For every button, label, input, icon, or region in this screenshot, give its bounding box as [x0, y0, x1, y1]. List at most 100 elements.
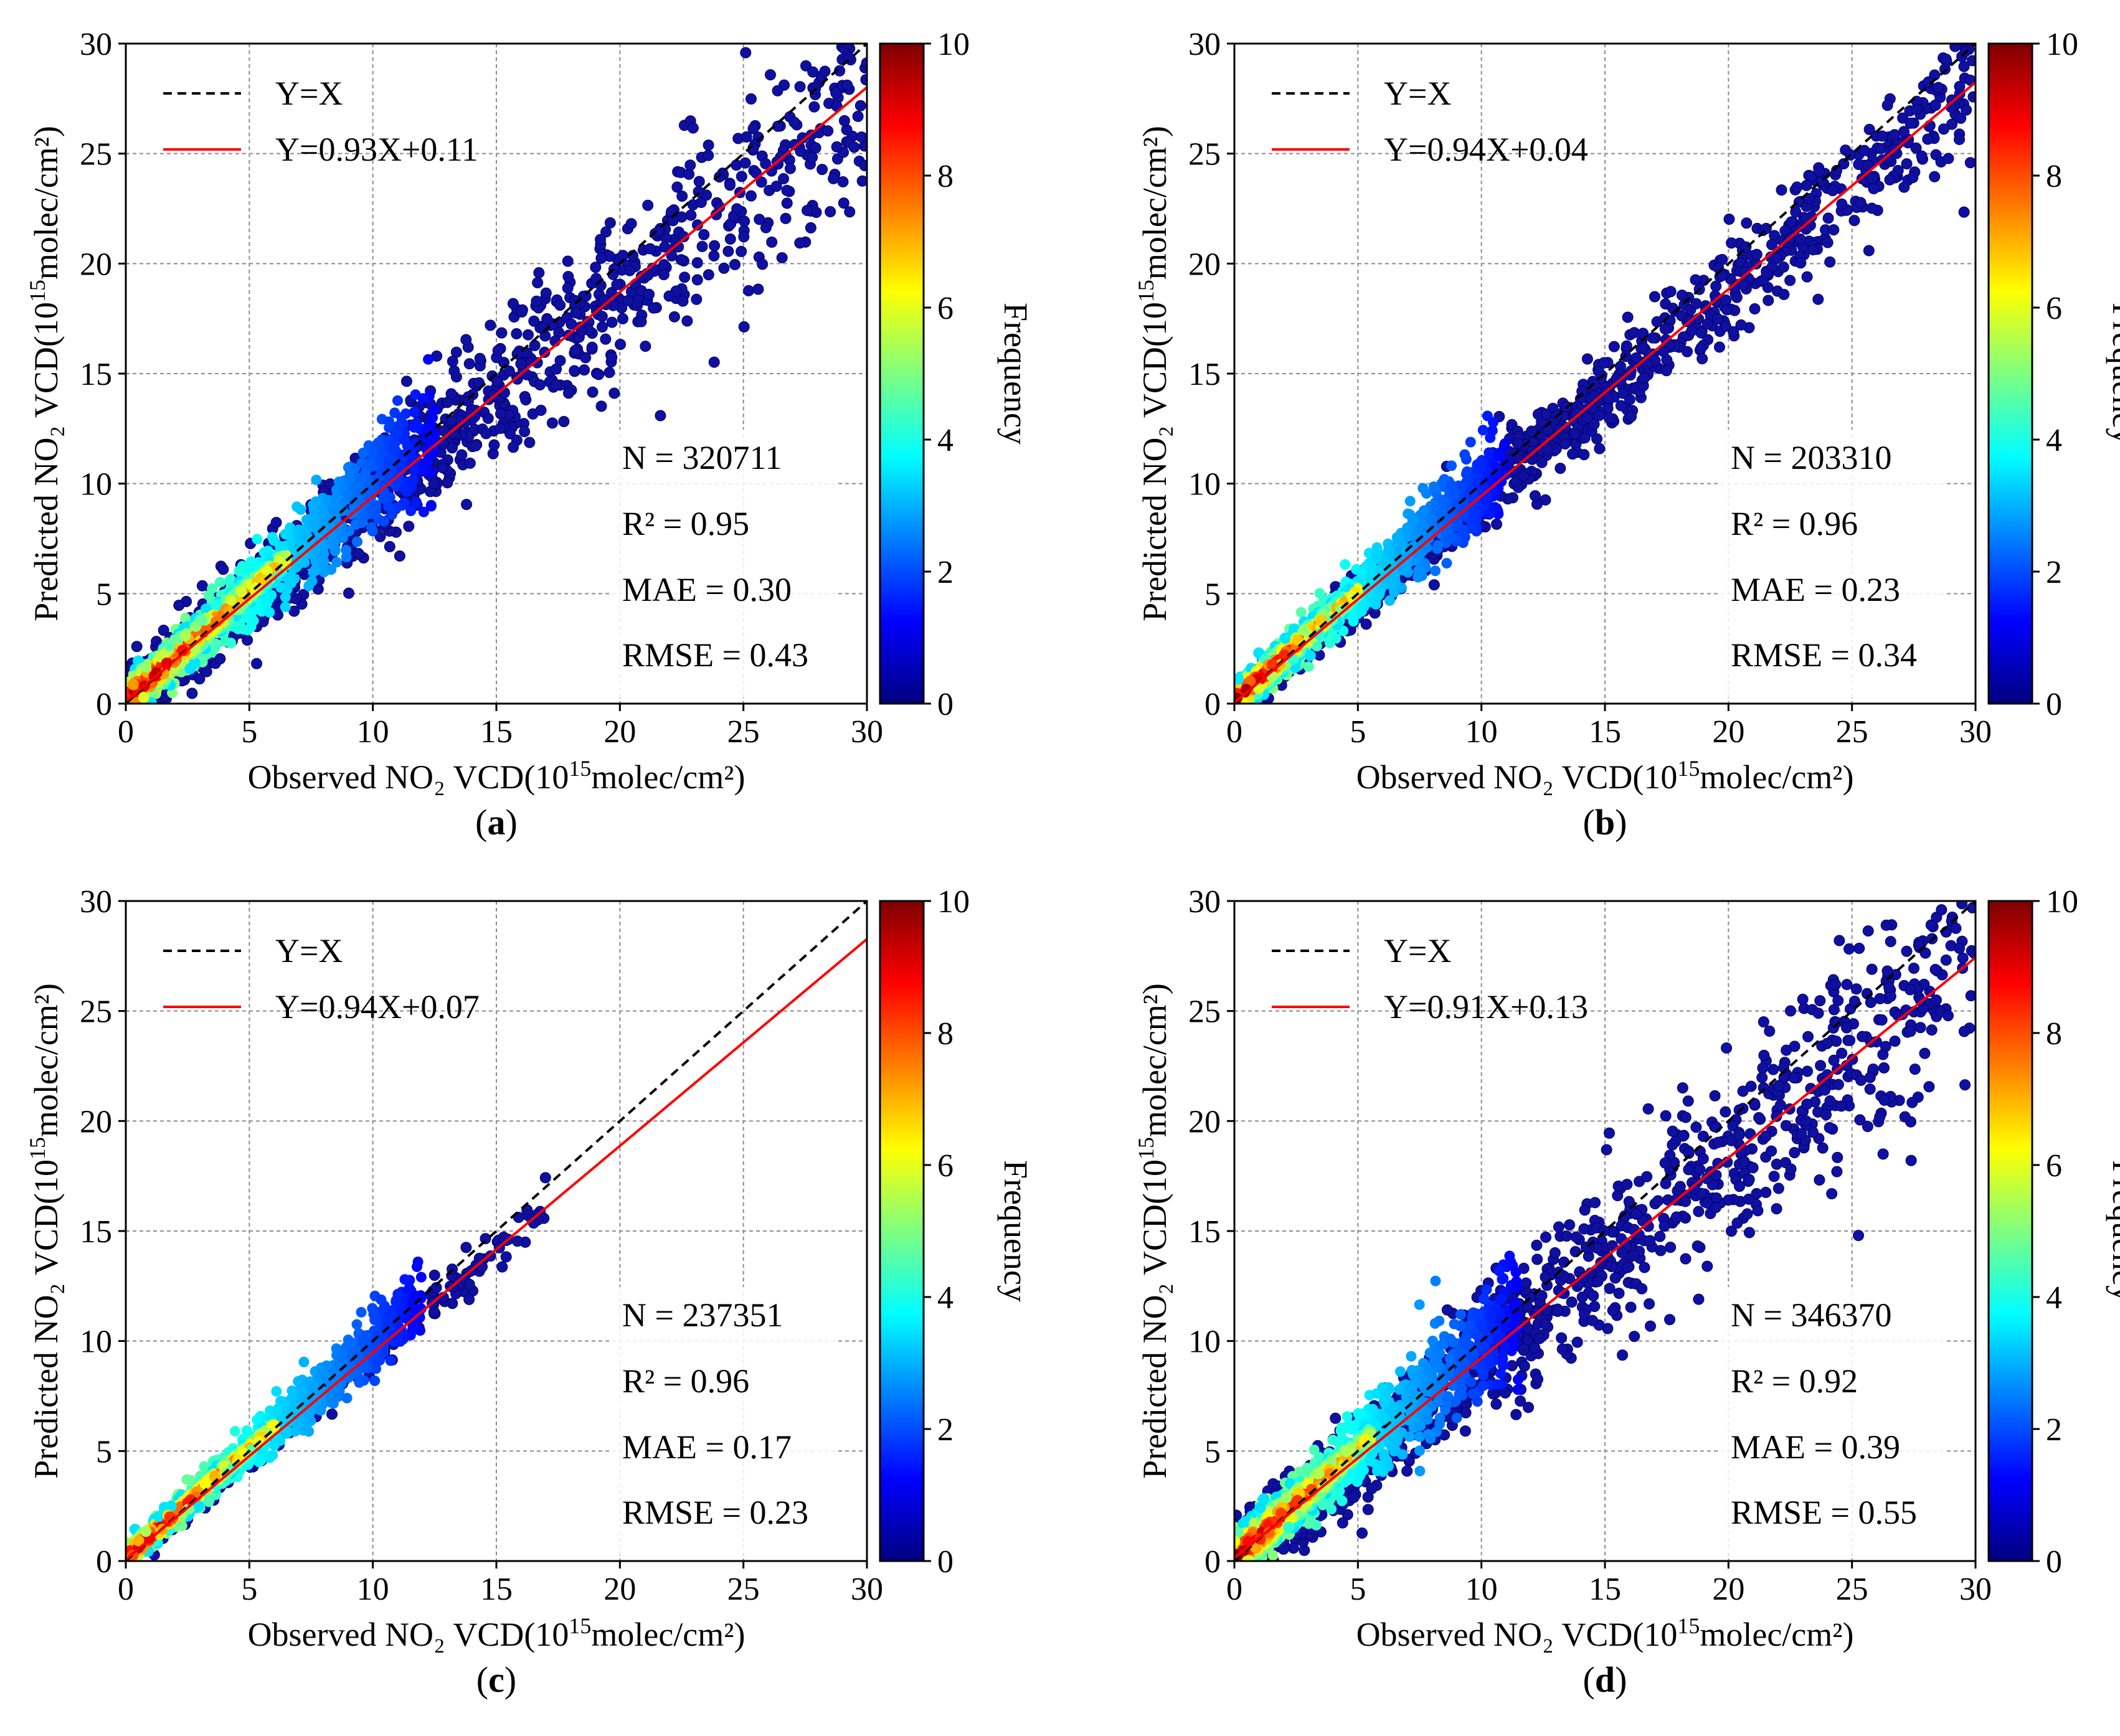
data-point — [703, 149, 714, 161]
data-point — [528, 315, 540, 327]
data-point — [173, 600, 185, 611]
x-tick-label: 20 — [603, 714, 636, 750]
data-point — [844, 206, 856, 218]
data-point — [739, 215, 750, 227]
data-point — [1922, 133, 1934, 145]
data-point — [1665, 286, 1677, 298]
data-point — [1649, 291, 1660, 303]
data-point — [411, 497, 422, 508]
data-point — [532, 277, 544, 289]
data-point — [1686, 325, 1698, 337]
data-point — [131, 641, 143, 653]
data-point — [708, 250, 720, 262]
data-point — [282, 584, 293, 595]
data-point — [1701, 318, 1713, 330]
y-tick-label: 0 — [96, 687, 112, 722]
data-point — [295, 504, 306, 515]
data-point — [696, 240, 708, 252]
data-point — [268, 535, 280, 546]
data-point — [595, 252, 607, 264]
data-point — [140, 661, 152, 673]
data-point — [1598, 357, 1610, 369]
data-point — [596, 311, 608, 323]
stat-r2: R² = 0.95 — [622, 505, 749, 542]
data-point — [1848, 215, 1860, 227]
data-point — [776, 252, 788, 263]
data-point — [257, 574, 268, 586]
data-point — [691, 219, 703, 231]
data-point — [653, 225, 665, 237]
y-tick-label: 25 — [80, 137, 112, 172]
data-point — [828, 172, 840, 184]
data-point — [622, 295, 634, 306]
data-point — [794, 81, 806, 93]
data-point — [1949, 44, 1961, 52]
data-point — [678, 231, 689, 243]
colorbar-gradient — [879, 42, 925, 705]
data-point — [308, 518, 319, 529]
data-point — [808, 101, 820, 113]
data-point — [1647, 332, 1659, 344]
data-point — [535, 404, 547, 416]
x-tick-label: 15 — [480, 714, 513, 750]
data-point — [722, 245, 734, 257]
data-point — [852, 110, 864, 122]
data-point — [519, 390, 531, 402]
data-point — [184, 663, 196, 675]
data-point — [357, 447, 369, 458]
data-point — [480, 428, 492, 440]
data-point — [180, 613, 191, 624]
data-point — [138, 692, 149, 704]
data-point — [724, 179, 736, 191]
data-point — [428, 448, 439, 460]
data-point — [703, 139, 714, 151]
y-tick-label: 30 — [80, 27, 112, 62]
data-point — [766, 236, 778, 248]
x-tick-label: 5 — [241, 714, 257, 750]
data-point — [1964, 157, 1976, 169]
data-point — [461, 499, 473, 511]
data-point — [1512, 437, 1523, 449]
data-point — [691, 293, 703, 305]
data-point — [1617, 387, 1629, 399]
data-point — [248, 615, 259, 626]
data-point — [1720, 320, 1731, 332]
data-point — [802, 204, 813, 216]
data-point — [384, 455, 395, 466]
data-point — [1630, 352, 1642, 364]
data-point — [838, 115, 850, 126]
data-point — [684, 159, 696, 171]
data-point — [580, 290, 592, 302]
data-point — [724, 233, 736, 245]
data-point — [698, 229, 710, 240]
data-point — [308, 499, 319, 511]
identity-line — [126, 44, 867, 704]
fit-line — [126, 86, 867, 702]
data-point — [1696, 353, 1708, 365]
data-point — [731, 203, 743, 215]
y-axis-label: Predicted NO₂ VCD(1015molec/cm²) — [25, 126, 65, 621]
data-point — [740, 47, 752, 59]
data-point — [1771, 252, 1782, 264]
data-point — [1581, 412, 1593, 424]
data-point — [691, 257, 703, 268]
data-point — [551, 363, 562, 375]
data-point — [617, 250, 629, 262]
data-point — [1784, 275, 1796, 286]
data-point — [1621, 340, 1632, 352]
x-tick-label: 30 — [851, 714, 883, 750]
data-point — [1786, 216, 1797, 228]
data-point — [611, 279, 623, 291]
data-point — [760, 222, 772, 234]
data-point — [1579, 432, 1591, 444]
data-point — [377, 485, 389, 496]
y-tick-label: 10 — [80, 467, 112, 502]
data-point — [860, 73, 867, 85]
data-point — [462, 395, 474, 407]
data-point — [1855, 197, 1867, 209]
data-point — [1602, 392, 1614, 404]
data-point — [1862, 159, 1874, 171]
data-point — [318, 567, 329, 578]
